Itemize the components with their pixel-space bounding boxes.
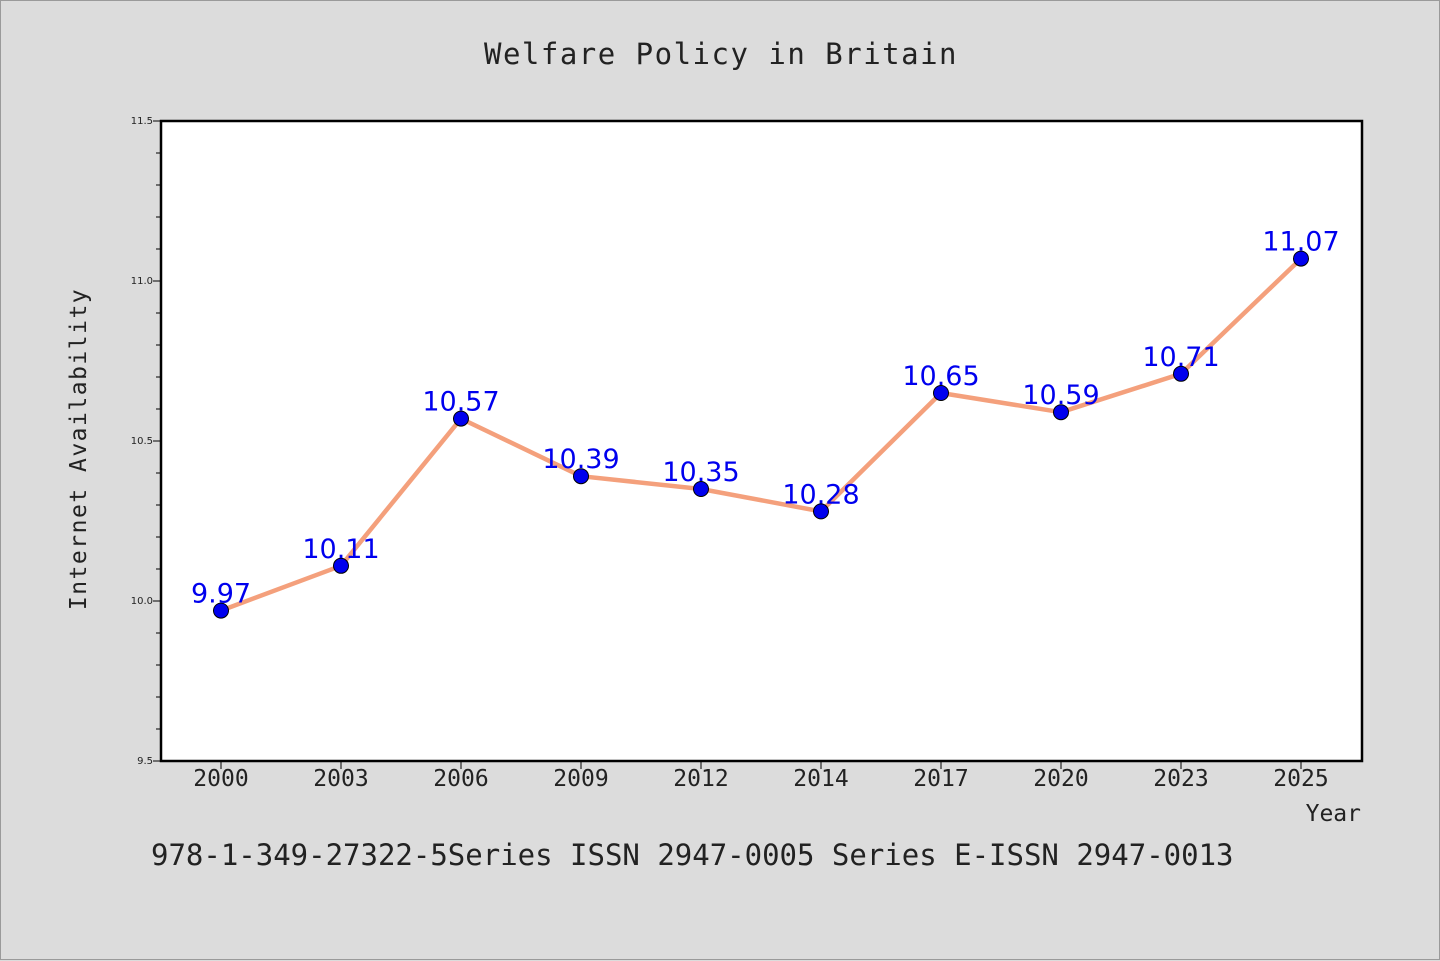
x-tick-label: 2012 (673, 766, 728, 792)
y-tick-label: 9.5 (137, 756, 153, 767)
data-label: 10.35 (662, 457, 739, 488)
data-point (933, 385, 949, 401)
y-tick-label: 10.5 (131, 436, 153, 447)
data-point (693, 481, 709, 497)
x-tick-label: 2014 (793, 766, 848, 792)
data-point (333, 557, 349, 574)
plot-area (159, 119, 1364, 763)
x-axis-ticks: 2000 2003 2006 2009 2012 2014 2017 2020 2023 2025 (193, 761, 1329, 792)
y-axis-ticks: 9.5 10.0 10.5 11.0 11.5 (131, 116, 161, 767)
data-label: 10.39 (542, 444, 619, 475)
x-tick-label: 2023 (1153, 766, 1208, 792)
x-tick-label: 2009 (553, 766, 608, 792)
series-group: 9.97 10.11 10.57 10.39 10.35 10.28 10.65 10.59 1… (191, 227, 1340, 619)
data-label: 10.59 (1022, 380, 1099, 411)
data-label: 10.28 (782, 479, 859, 510)
data-label: 10.57 (422, 387, 499, 418)
x-tick-label: 2003 (313, 766, 368, 792)
x-tick-label: 2025 (1273, 766, 1328, 792)
data-label: 9.97 (191, 579, 251, 610)
y-tick-label: 11.0 (131, 276, 153, 287)
series-line (218, 256, 1304, 613)
chart-title: Welfare Policy in Britain (484, 37, 958, 71)
x-tick-label: 2006 (433, 766, 488, 792)
data-point (453, 410, 469, 427)
data-point (573, 468, 589, 485)
y-tick-label: 11.5 (131, 116, 153, 127)
data-point (813, 503, 829, 520)
data-point (1293, 250, 1309, 267)
data-label: 10.71 (1142, 342, 1219, 373)
data-point (1173, 365, 1189, 382)
data-label: 10.11 (302, 534, 379, 565)
data-point (213, 602, 229, 619)
data-point (1053, 404, 1069, 421)
x-tick-label: 2000 (193, 766, 248, 792)
x-tick-label: 2017 (913, 766, 968, 792)
data-label: 11.07 (1262, 227, 1339, 258)
x-axis-label: Year (1306, 801, 1361, 827)
data-label: 10.65 (902, 361, 979, 392)
y-tick-label: 10.0 (131, 596, 153, 607)
footer-isbn-issn: 978-1-349-27322-5Series ISSN 2947-0005 S… (151, 838, 1234, 872)
y-axis-label: Internet Availability (66, 288, 92, 610)
x-tick-label: 2020 (1033, 766, 1088, 792)
